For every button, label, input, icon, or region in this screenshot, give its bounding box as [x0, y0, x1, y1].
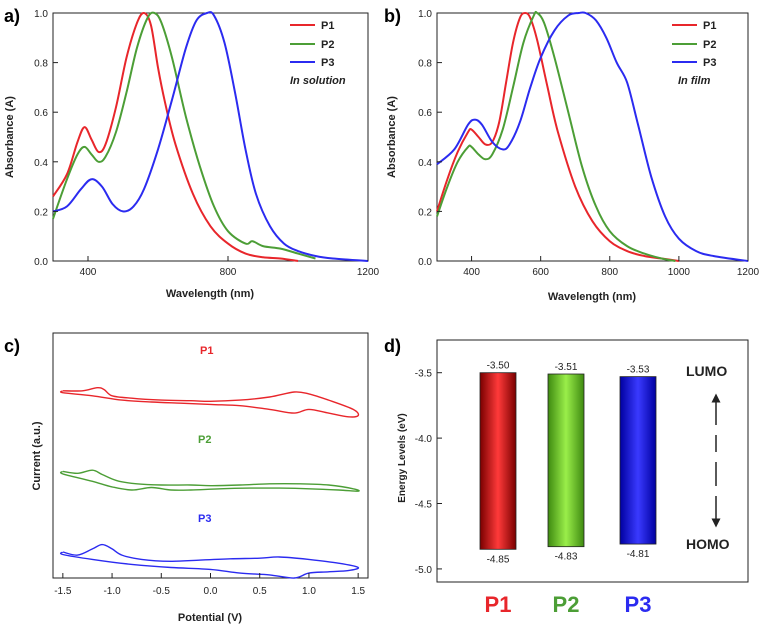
legend-label-a-p2: P2: [321, 39, 334, 51]
homo-value-p1: -4.85: [487, 554, 510, 565]
legend-b: P1 P2 P3 In film: [672, 20, 716, 87]
y-tick-label-a: 1.0: [34, 9, 48, 20]
panel-label-d: d): [384, 336, 401, 356]
legend-label-b-p1: P1: [703, 20, 716, 32]
energy-bar-p1: [479, 372, 517, 550]
cv-curve-p3: [59, 543, 360, 579]
plot-frame-b: [436, 12, 749, 262]
x-tick-label-a: 400: [80, 267, 97, 278]
y-tick-label-d: -3.5: [415, 369, 433, 380]
y-axis-title-d: Energy Levels (eV): [397, 413, 408, 502]
cv-label-p2: P2: [198, 434, 211, 446]
x-tick-label-b: 600: [532, 267, 549, 278]
series-line-a-p1: [52, 11, 299, 262]
series-line-b-p2: [436, 10, 676, 262]
x-tick-label-b: 1000: [668, 267, 691, 278]
series-group-c: [59, 386, 360, 579]
lumo-value-p2: -3.51: [555, 362, 578, 373]
x-axis-title-a: Wavelength (nm): [166, 288, 255, 300]
x-tick-label-c: 0.5: [253, 586, 267, 597]
panel-c-cyclic-voltammetry: c) -1.5 -1.0 -0.5 0.0 0.5 1.0 1.5 P1 P2 P3 Pot…: [4, 332, 369, 624]
homo-label: HOMO: [686, 536, 730, 552]
panel-d-energy-levels: d) -3.50 -4.85 -3.51 -4.83 -3.53 -4.81 -3.5 -4…: [384, 336, 749, 617]
y-tick-label-d: -4.0: [415, 434, 433, 445]
y-axis-title-a: Absorbance (A): [4, 96, 16, 178]
legend-label-a-p3: P3: [321, 57, 334, 69]
lumo-value-p1: -3.50: [487, 361, 510, 372]
series-line-b-p1: [436, 11, 680, 262]
y-tick-label-b: 0.6: [418, 108, 432, 119]
series-line-a-p2: [52, 11, 316, 260]
series-line-b-p3: [436, 11, 749, 262]
x-tick-label-c: -1.0: [103, 586, 121, 597]
panel-b-absorption-film: b) 400 600 800 1000 1200 0.0 0.2 0.4 0.6 0.8 1.0 W…: [384, 6, 760, 303]
y-tick-label-a: 0.8: [34, 59, 48, 70]
y-tick-label-a: 0.2: [34, 207, 48, 218]
x-tick-label-c: -1.5: [54, 586, 72, 597]
series-line-a-p3: [52, 11, 369, 262]
y-tick-label-a: 0.6: [34, 108, 48, 119]
plot-frame-d: [436, 339, 749, 583]
bar-group-d: -3.50 -4.85 -3.51 -4.83 -3.53 -4.81: [479, 361, 657, 565]
tick-group-c: -1.5 -1.0 -0.5 0.0 0.5 1.0 1.5: [54, 573, 366, 597]
x-tick-label-b: 1200: [737, 267, 760, 278]
series-group-a: [52, 11, 369, 262]
x-tick-label-a: 800: [220, 267, 237, 278]
y-axis-title-b: Absorbance (A): [386, 96, 398, 178]
cv-label-p3: P3: [198, 513, 211, 525]
x-tick-label-b: 800: [601, 267, 618, 278]
x-tick-label-a: 1200: [357, 267, 380, 278]
tick-group-d: -3.5 -4.0 -4.5 -5.0: [415, 369, 442, 576]
x-axis-title-b: Wavelength (nm): [548, 291, 637, 303]
homo-value-p2: -4.83: [555, 552, 578, 563]
y-tick-label-b: 0.8: [418, 59, 432, 70]
y-tick-label-d: -4.5: [415, 500, 433, 511]
series-group-b: [436, 10, 749, 262]
legend-a: P1 P2 P3 In solution: [290, 20, 346, 87]
legend-label-a-p1: P1: [321, 20, 334, 32]
condition-label-b: In film: [678, 75, 711, 87]
x-tick-label-c: 1.0: [302, 586, 316, 597]
legend-label-b-p2: P2: [703, 39, 716, 51]
y-tick-label-d: -5.0: [415, 565, 433, 576]
legend-label-b-p3: P3: [703, 57, 716, 69]
x-tick-label-c: -0.5: [153, 586, 171, 597]
condition-label-a: In solution: [290, 75, 346, 87]
cv-curve-p2: [59, 469, 360, 492]
category-label-p3: P3: [625, 592, 652, 617]
cv-curve-p1: [59, 386, 360, 418]
x-axis-title-c: Potential (V): [178, 612, 243, 624]
energy-bar-p3: [619, 376, 657, 545]
plot-frame-c: [52, 332, 369, 579]
homo-value-p3: -4.81: [627, 549, 650, 560]
y-tick-label-b: 0.2: [418, 207, 432, 218]
x-tick-label-c: 0.0: [204, 586, 218, 597]
x-tick-label-b: 400: [463, 267, 480, 278]
y-tick-label-b: 0.4: [418, 158, 432, 169]
panel-label-b: b): [384, 6, 401, 26]
y-tick-label-a: 0.4: [34, 158, 48, 169]
panel-label-a: a): [4, 6, 20, 26]
tick-group-b: 400 600 800 1000 1200 0.0 0.2 0.4 0.6 0.8 1.0: [418, 9, 759, 278]
category-label-p1: P1: [485, 592, 512, 617]
y-tick-label-a: 0.0: [34, 257, 48, 268]
panel-label-c: c): [4, 336, 20, 356]
energy-bar-p2: [547, 373, 585, 548]
y-axis-title-c: Current (a.u.): [31, 421, 43, 490]
x-tick-label-c: 1.5: [351, 586, 365, 597]
y-tick-label-b: 1.0: [418, 9, 432, 20]
lumo-value-p3: -3.53: [627, 365, 650, 376]
lumo-label: LUMO: [686, 363, 727, 379]
category-label-p2: P2: [553, 592, 580, 617]
y-tick-label-b: 0.0: [418, 257, 432, 268]
tick-group-a: 400 800 1200 0.0 0.2 0.4 0.6 0.8 1.0: [34, 9, 379, 278]
cv-label-p1: P1: [200, 345, 213, 357]
panel-a-absorption-solution: a) 400 800 1200 0.0 0.2 0.4 0.6 0.8 1.0 Waveleng…: [4, 6, 380, 300]
